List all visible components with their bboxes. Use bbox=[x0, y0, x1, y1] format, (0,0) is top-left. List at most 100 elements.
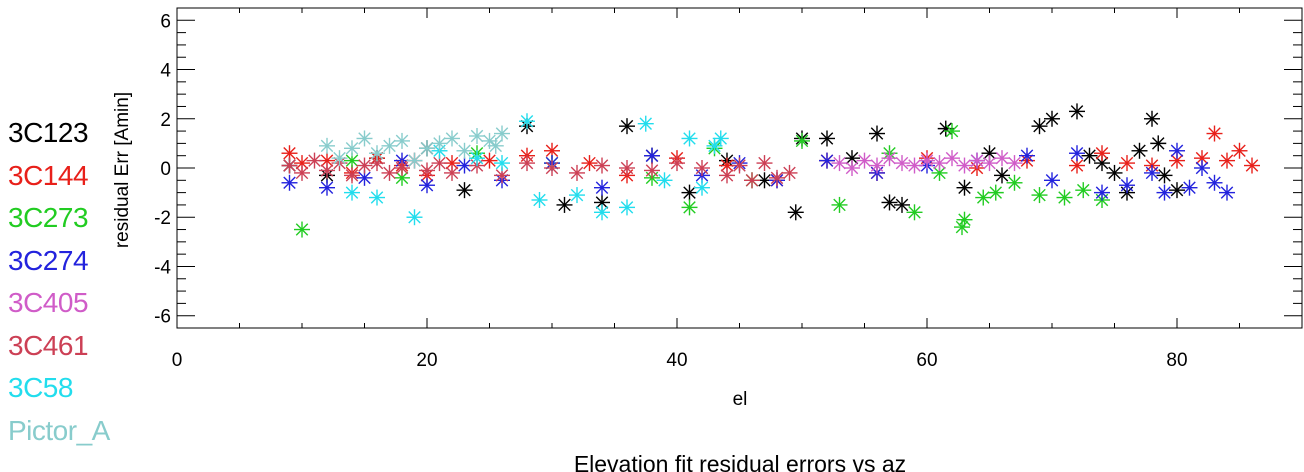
series-pictor-a bbox=[319, 125, 510, 169]
data-point bbox=[975, 189, 992, 206]
data-point bbox=[281, 157, 298, 174]
series-3c461 bbox=[281, 152, 798, 189]
legend-entry: 3C274 bbox=[8, 244, 89, 276]
data-point bbox=[294, 164, 310, 181]
data-point bbox=[881, 150, 898, 167]
data-point bbox=[1144, 110, 1160, 127]
data-point bbox=[469, 128, 485, 144]
data-point bbox=[681, 184, 698, 201]
data-point bbox=[419, 162, 435, 179]
legend: 3C123 3C144 3C273 3C274 3C405 3C461 3C58 Pictor… bbox=[8, 112, 110, 452]
data-point bbox=[444, 164, 460, 181]
data-point bbox=[756, 155, 773, 172]
data-point bbox=[394, 160, 410, 176]
data-point bbox=[694, 179, 710, 196]
legend-entry: 3C123 bbox=[8, 117, 89, 148]
data-point bbox=[519, 113, 535, 130]
data-point bbox=[619, 160, 635, 176]
data-point bbox=[356, 157, 373, 174]
data-point bbox=[956, 157, 973, 174]
y-tick-label: -2 bbox=[154, 208, 171, 229]
data-point bbox=[1181, 179, 1198, 196]
data-point bbox=[369, 189, 385, 206]
series-3c58 bbox=[344, 113, 729, 226]
data-point bbox=[719, 167, 735, 184]
data-point bbox=[1019, 147, 1035, 164]
data-point bbox=[344, 152, 360, 169]
series-3c405 bbox=[831, 150, 1023, 176]
data-point bbox=[456, 142, 473, 159]
data-point bbox=[544, 160, 560, 176]
legend-entry: Pictor_A bbox=[8, 414, 110, 446]
data-point bbox=[1075, 182, 1092, 199]
y-tick-label: 0 bbox=[160, 159, 171, 180]
data-point bbox=[994, 167, 1010, 184]
data-point bbox=[319, 152, 335, 169]
data-point bbox=[481, 152, 498, 169]
data-point bbox=[706, 137, 723, 154]
data-point bbox=[681, 130, 698, 147]
data-point bbox=[669, 155, 685, 172]
data-point bbox=[731, 157, 748, 174]
data-point bbox=[794, 132, 810, 149]
data-point bbox=[869, 125, 885, 142]
data-point bbox=[769, 169, 785, 186]
data-point bbox=[319, 179, 335, 196]
data-point bbox=[469, 150, 485, 167]
data-point bbox=[306, 152, 323, 169]
legend-entry: 3C144 bbox=[8, 159, 89, 191]
data-point bbox=[594, 179, 610, 196]
axis-ticks bbox=[176, 7, 1303, 329]
data-point bbox=[644, 162, 660, 179]
legend-entry: 3C461 bbox=[8, 329, 89, 361]
data-point bbox=[906, 157, 923, 174]
data-point bbox=[906, 204, 923, 221]
data-point bbox=[856, 152, 873, 169]
data-point bbox=[944, 150, 960, 167]
data-point bbox=[381, 137, 398, 154]
data-point bbox=[681, 199, 698, 216]
data-point bbox=[1069, 145, 1085, 162]
y-tick-label: 2 bbox=[160, 110, 171, 131]
y-tick-label: 4 bbox=[160, 61, 171, 82]
data-point bbox=[344, 184, 360, 201]
data-point bbox=[1244, 157, 1260, 174]
data-point bbox=[969, 152, 985, 169]
data-point bbox=[1081, 147, 1098, 164]
data-point bbox=[1169, 182, 1185, 199]
data-point bbox=[319, 162, 335, 179]
data-point bbox=[944, 123, 960, 140]
data-point bbox=[481, 132, 498, 149]
series-3c144 bbox=[281, 125, 1260, 189]
data-point bbox=[1031, 187, 1048, 204]
tick-labels: 0 20 40 60 80 -6 -4 -2 0 2 4 6 bbox=[154, 11, 1187, 371]
data-point bbox=[831, 196, 848, 213]
y-tick-label: -4 bbox=[154, 257, 171, 278]
data-point bbox=[594, 157, 610, 174]
data-point bbox=[1194, 160, 1210, 176]
data-point bbox=[494, 125, 510, 142]
data-point bbox=[1006, 174, 1023, 191]
data-point bbox=[987, 184, 1004, 201]
data-point bbox=[994, 150, 1010, 167]
data-point bbox=[594, 204, 610, 221]
data-point bbox=[881, 194, 898, 211]
series-3c123 bbox=[281, 103, 1185, 221]
data-point bbox=[456, 157, 473, 174]
data-point bbox=[619, 199, 635, 216]
data-point bbox=[744, 172, 760, 189]
data-point bbox=[831, 155, 848, 172]
data-point bbox=[937, 120, 954, 137]
data-point bbox=[1231, 142, 1248, 159]
data-point bbox=[431, 135, 448, 152]
data-point bbox=[931, 164, 948, 181]
x-tick-label: 40 bbox=[666, 350, 687, 371]
data-point bbox=[581, 155, 598, 172]
data-point bbox=[406, 209, 423, 226]
data-point bbox=[781, 164, 798, 181]
data-point bbox=[1169, 142, 1185, 159]
data-point bbox=[1044, 172, 1060, 189]
data-point bbox=[531, 192, 548, 208]
data-point bbox=[919, 152, 935, 169]
